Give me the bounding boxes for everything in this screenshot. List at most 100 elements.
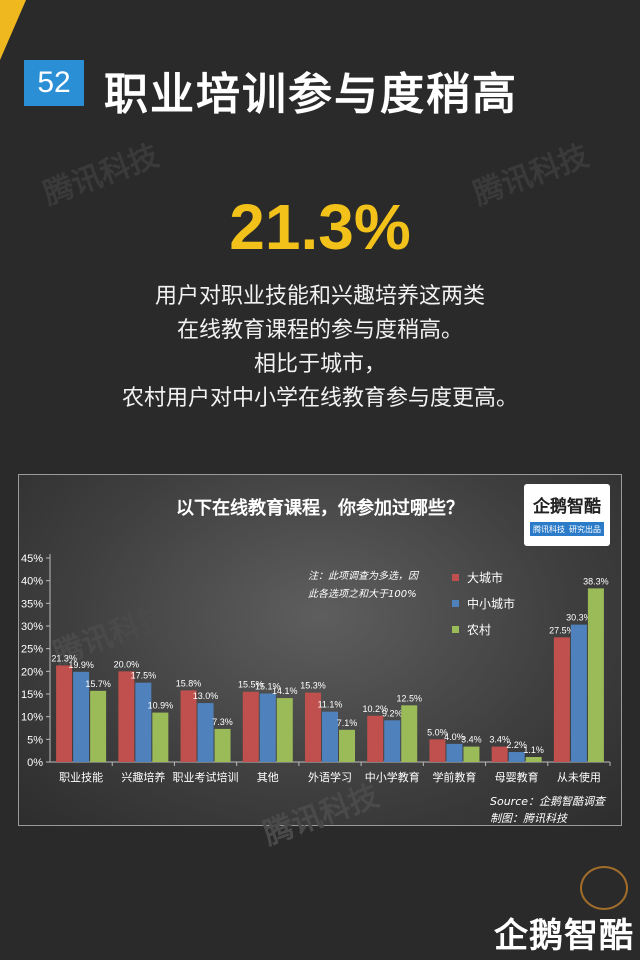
x-tick-label: 外语学习 <box>308 770 352 784</box>
x-tick-label: 其他 <box>257 771 279 784</box>
page-title: 职业培训参与度稍高 <box>104 69 518 120</box>
chart-logo: 企鹅智酷 腾讯科技 研究出品 <box>524 484 610 546</box>
chart-note-line: 此各选项之和大于100% <box>308 589 417 600</box>
bar <box>90 690 107 762</box>
bar <box>242 691 259 762</box>
data-label: 3.4% <box>489 735 510 745</box>
x-tick-label: 从未使用 <box>557 771 601 784</box>
data-label: 15.1% <box>255 682 281 692</box>
bar <box>180 690 197 762</box>
data-label: 7.3% <box>212 717 233 727</box>
y-tick-label: 45% <box>21 553 43 565</box>
x-tick-label: 学前教育 <box>432 770 476 784</box>
bar <box>276 698 293 762</box>
y-tick-label: 25% <box>21 644 43 656</box>
bar <box>214 728 231 762</box>
page-number-badge: 52 <box>24 60 84 106</box>
bar <box>135 682 152 762</box>
data-label: 15.3% <box>300 681 326 691</box>
bar <box>429 739 446 762</box>
data-label: 21.3% <box>51 653 77 663</box>
data-label: 4.0% <box>444 732 465 742</box>
chart-legend: 大城市 中小城市 农村 <box>452 564 515 642</box>
data-label: 19.9% <box>68 660 94 670</box>
legend-label: 中小城市 <box>467 596 516 611</box>
chart-title: 以下在线教育课程，你参加过哪些？ <box>176 498 464 519</box>
bar <box>73 671 90 762</box>
data-label: 38.3% <box>583 576 609 586</box>
data-label: 2.2% <box>506 740 527 750</box>
data-label: 12.5% <box>396 693 422 703</box>
data-label: 15.7% <box>85 679 111 689</box>
legend-swatch <box>452 625 459 633</box>
footer-stamp-icon <box>580 866 628 910</box>
legend-swatch <box>452 599 459 607</box>
bar <box>339 729 355 762</box>
legend-swatch <box>452 573 459 581</box>
chart-source: Source：企鹅智酷调查 制图：腾讯科技 <box>490 793 605 827</box>
bar <box>322 711 338 762</box>
description-line: 用户对职业技能和兴趣培养这两类 <box>154 284 485 309</box>
y-tick-label: 30% <box>21 621 43 633</box>
data-label: 3.4% <box>461 735 482 745</box>
highlight-description: 用户对职业技能和兴趣培养这两类 在线教育课程的参与度稍高。 相比于城市， 农村用… <box>0 280 640 416</box>
footer-logo: 企鹅智酷 <box>494 916 634 956</box>
data-label: 17.5% <box>131 671 157 681</box>
data-label: 11.1% <box>318 700 343 710</box>
source-line: 制图：腾讯科技 <box>490 812 567 825</box>
y-tick-label: 0% <box>27 757 43 769</box>
bar <box>525 757 542 762</box>
bar <box>553 637 570 762</box>
data-label: 15.5% <box>238 680 264 690</box>
chart-panel <box>18 474 622 826</box>
y-tick-label: 15% <box>21 689 43 701</box>
data-label: 9.2% <box>382 708 403 718</box>
bar <box>197 703 214 762</box>
x-tick-label: 母婴教育 <box>495 770 539 784</box>
bar <box>56 665 73 762</box>
y-tick-label: 20% <box>21 666 43 678</box>
y-tick-label: 35% <box>21 598 43 610</box>
chart-logo-tag: 研究出品 <box>569 524 601 534</box>
data-label: 10.9% <box>148 701 174 711</box>
bar <box>118 671 135 762</box>
y-tick-label: 10% <box>21 712 43 724</box>
x-tick-label: 中小学教育 <box>365 770 420 784</box>
bar <box>259 693 276 762</box>
bar <box>491 746 508 762</box>
x-tick-label: 兴趣培养 <box>121 770 165 784</box>
data-label: 13.0% <box>193 691 219 701</box>
description-line: 在线教育课程的参与度稍高。 <box>176 318 463 343</box>
bar <box>508 752 525 762</box>
x-tick-label: 职业技能 <box>59 770 103 784</box>
description-line: 相比于城市， <box>253 352 386 377</box>
chart-logo-tagline: 腾讯科技 研究出品 <box>530 522 604 536</box>
bar <box>401 705 418 762</box>
legend-label: 农村 <box>467 622 492 637</box>
data-label: 27.5% <box>549 625 575 635</box>
source-line: Source：企鹅智酷调查 <box>490 795 606 808</box>
bar <box>446 743 463 762</box>
legend-label: 大城市 <box>467 570 504 585</box>
chart-note: 注：此项调查为多选，因 此各选项之和大于100% <box>308 568 418 604</box>
chart-logo-tag: 腾讯科技 <box>533 524 565 534</box>
x-tick-label: 职业考试培训 <box>173 770 239 784</box>
data-label: 14.1% <box>272 686 298 696</box>
data-label: 10.2% <box>362 704 388 714</box>
bar <box>367 715 384 762</box>
bar <box>305 692 321 762</box>
data-label: 1.1% <box>523 745 544 755</box>
chart-note-line: 注：此项调查为多选，因 <box>308 571 418 582</box>
data-label: 5.0% <box>427 727 448 737</box>
bar <box>587 588 604 762</box>
y-tick-label: 40% <box>21 576 43 588</box>
legend-item: 中小城市 <box>452 590 515 616</box>
description-line: 农村用户对中小学在线教育参与度更高。 <box>121 386 518 411</box>
corner-accent <box>0 0 26 60</box>
legend-item: 农村 <box>452 616 515 642</box>
bar <box>152 712 169 762</box>
y-tick-label: 5% <box>27 734 43 746</box>
bar <box>384 720 401 762</box>
data-label: 20.0% <box>114 659 140 669</box>
